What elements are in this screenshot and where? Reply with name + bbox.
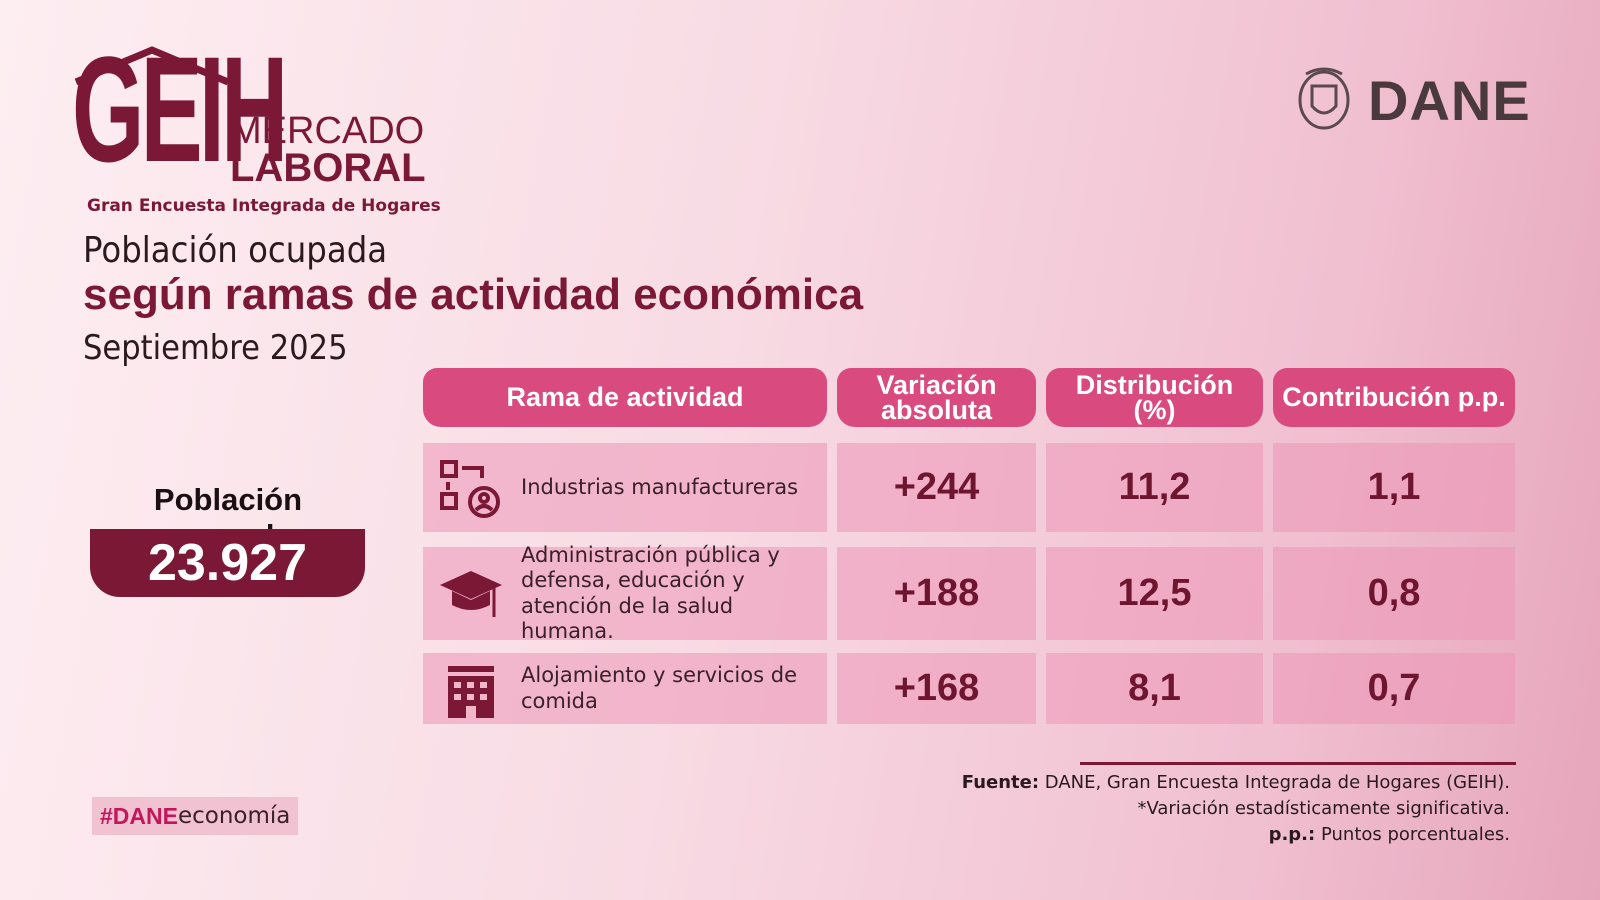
table-value: 1,1 — [1273, 443, 1515, 532]
icon-manufacturing — [440, 460, 500, 518]
header-line1: Población ocupada — [83, 230, 388, 271]
logo-line1: MERCADO — [230, 110, 425, 152]
brand: DANE — [1368, 69, 1531, 132]
column-header: Distribución (%) — [1046, 368, 1263, 427]
footer-source: Fuente: DANE, Gran Encuesta Integrada de… — [962, 772, 1510, 793]
emblem — [1298, 67, 1350, 130]
activity-name: Administración pública y defensa, educac… — [423, 543, 827, 643]
footer-rule — [1080, 762, 1516, 765]
summary-value: 23.927 — [90, 529, 365, 597]
pp-label: p.p.: — [1268, 824, 1316, 845]
table-value: 8,1 — [1046, 653, 1263, 724]
icon-education — [440, 571, 502, 617]
table-value: +168 — [837, 653, 1036, 724]
icon-lodging — [448, 666, 494, 718]
pp-text: Puntos porcentuales. — [1320, 824, 1510, 845]
table-value: +244 — [837, 443, 1036, 532]
footer-pp: p.p.: Puntos porcentuales. — [1269, 824, 1510, 845]
logo-subtitle: Gran Encuesta Integrada de Hogares — [87, 196, 441, 216]
header-date: Septiembre 2025 — [83, 328, 348, 368]
logo-line2: LABORAL — [230, 146, 426, 190]
hashtag-rest: economía — [177, 803, 291, 829]
column-header: Variación absoluta — [837, 368, 1036, 427]
hashtag: #DANE economía — [92, 797, 299, 835]
table-value: 12,5 — [1046, 547, 1263, 640]
column-header: Contribución p.p. — [1273, 368, 1515, 427]
header-line2: según ramas de actividad económica — [83, 270, 864, 319]
table-value: 0,8 — [1273, 547, 1515, 640]
table-value: 0,7 — [1273, 653, 1515, 724]
column-header: Rama de actividad — [423, 368, 827, 427]
table-value: +188 — [837, 547, 1036, 640]
source-label: Fuente: — [961, 772, 1040, 793]
source-text: DANE, Gran Encuesta Integrada de Hogares… — [1044, 772, 1510, 793]
footer-note: *Variación estadísticamente significativ… — [1137, 798, 1510, 819]
table-value: 11,2 — [1046, 443, 1263, 532]
hashtag-bold: #DANE — [100, 802, 178, 829]
logo-roof — [74, 46, 230, 86]
